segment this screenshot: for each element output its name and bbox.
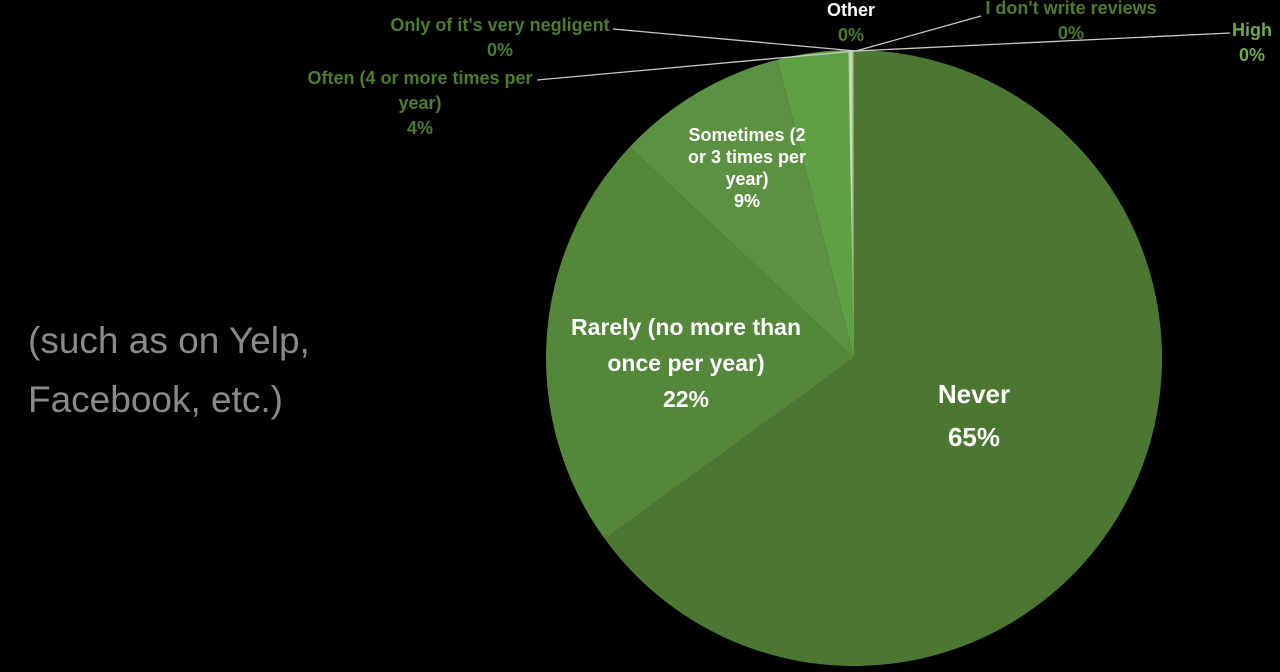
callout-other: Other 0% <box>801 0 901 48</box>
side-note-line2: Facebook, etc.) <box>28 379 284 420</box>
pie-slice-rarely-no-more-than-once-per-year <box>546 147 854 539</box>
callout-other-label: Other <box>826 0 875 20</box>
callout-dont-write-reviews: I don't write reviews 0% <box>971 0 1171 46</box>
slice-label-never-name: Never <box>937 379 1011 409</box>
pie-slice-sometimes-2-or-3-times-per-year <box>629 59 854 358</box>
callout-only-negligent-label: Only of it's very negligent <box>390 15 610 35</box>
callout-dont-write-reviews-label: I don't write reviews <box>985 0 1157 18</box>
leader-line-negligent <box>612 28 857 52</box>
leader-line-high <box>855 32 1231 52</box>
callout-often: Often (4 or more times per year) 4% <box>270 66 570 141</box>
callout-often-label-line2: year) <box>398 93 442 113</box>
pie-slices <box>546 50 1163 667</box>
slice-label-sometimes-line2: or 3 times per <box>687 147 807 167</box>
slice-label-rarely-line2: once per year) <box>607 350 765 376</box>
leader-line-often <box>536 50 857 81</box>
callout-high-label: High <box>1232 20 1272 40</box>
side-note-line1: (such as on Yelp, <box>28 320 310 361</box>
slice-label-sometimes-line1: Sometimes (2 <box>688 125 806 145</box>
callout-other-value: 0% <box>837 25 864 45</box>
slice-label-sometimes-line3: year) <box>725 169 769 189</box>
callout-often-label-line1: Often (4 or more times per <box>307 68 533 88</box>
slice-label-never: Never 65% <box>874 373 1074 459</box>
callout-high-value: 0% <box>1238 45 1265 65</box>
slice-label-rarely-value: 22% <box>662 386 710 412</box>
callout-only-negligent: Only of it's very negligent 0% <box>345 13 655 63</box>
slice-label-sometimes: Sometimes (2 or 3 times per year) 9% <box>647 124 847 212</box>
slice-label-rarely: Rarely (no more than once per year) 22% <box>536 309 836 417</box>
slice-label-sometimes-value: 9% <box>733 191 760 211</box>
slice-label-rarely-line1: Rarely (no more than <box>570 314 802 340</box>
leader-line-reviews <box>855 15 982 52</box>
callout-high: High 0% <box>1202 18 1280 68</box>
callout-dont-write-reviews-value: 0% <box>1057 23 1084 43</box>
callout-often-value: 4% <box>406 118 433 138</box>
pie-slice-often-4-or-more-times-per-year <box>777 50 854 358</box>
side-note: (such as on Yelp, Facebook, etc.) <box>28 311 428 429</box>
zero-percent-sliver <box>848 50 854 358</box>
slice-label-never-value: 65% <box>947 422 1001 452</box>
leader-lines <box>536 15 1231 81</box>
pie-slice-never <box>604 50 1163 667</box>
callout-only-negligent-value: 0% <box>486 40 513 60</box>
